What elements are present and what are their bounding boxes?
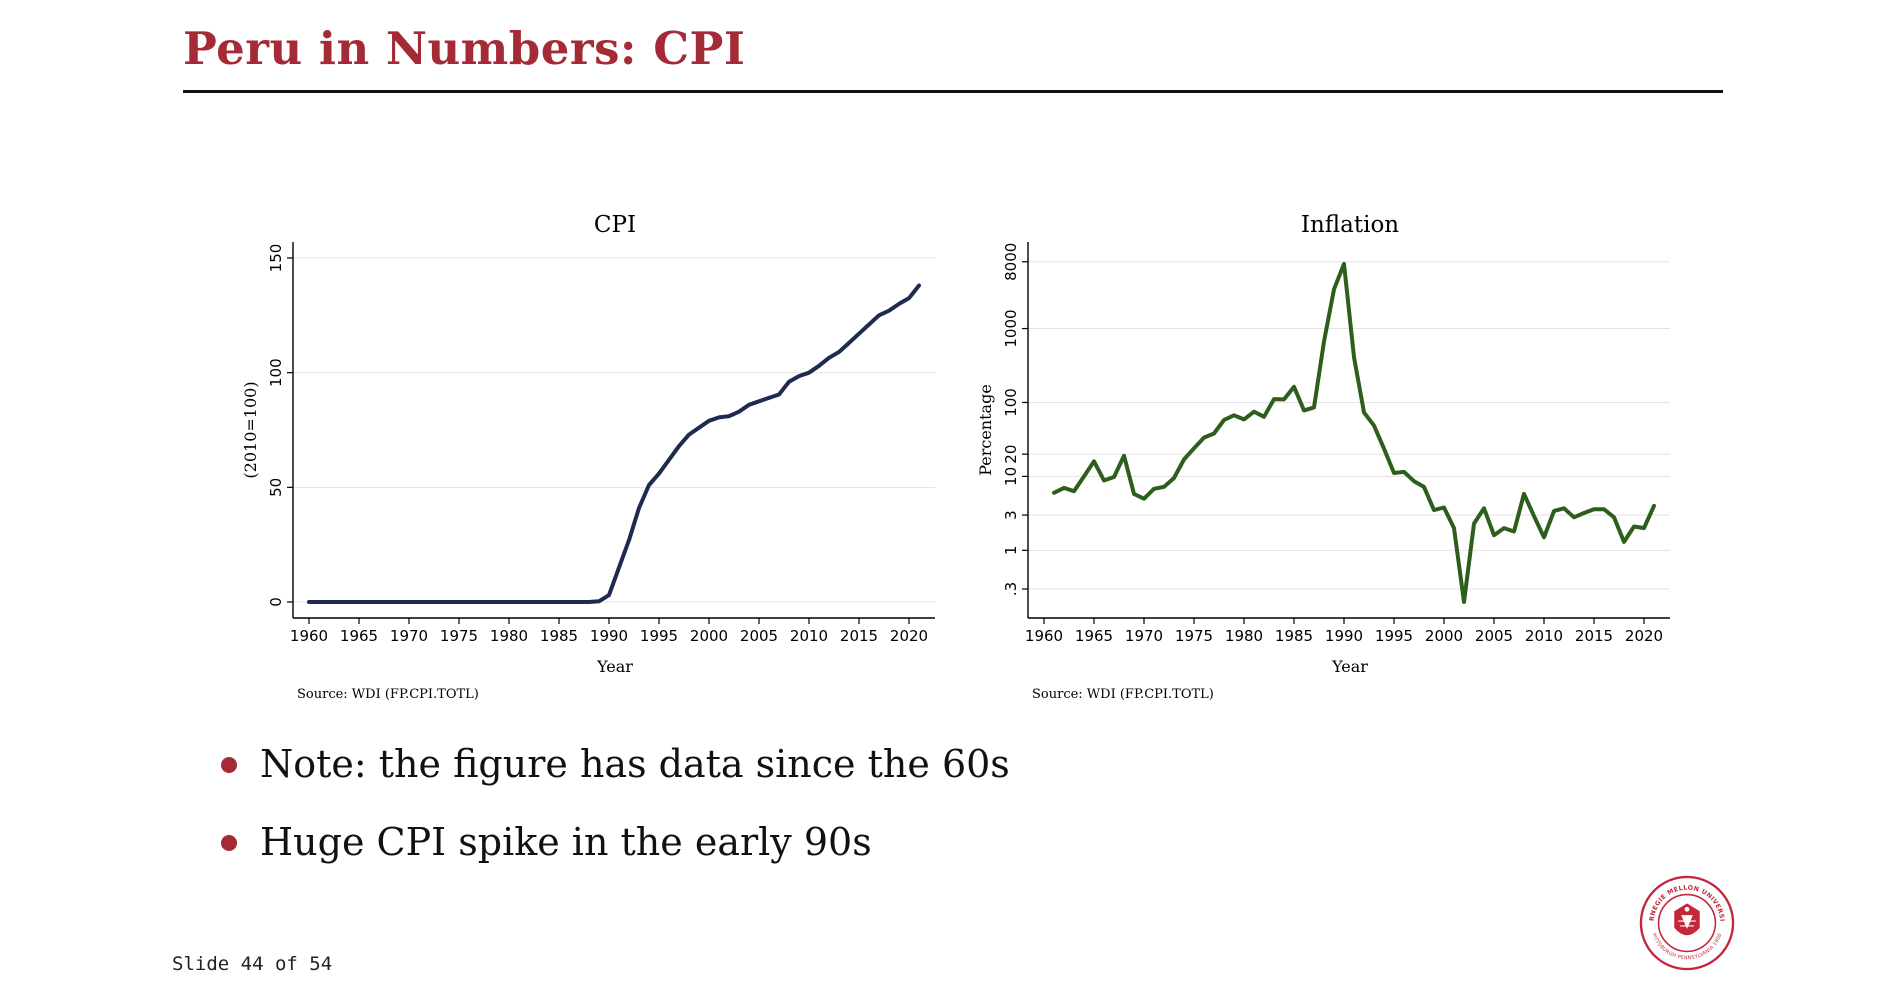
cpi-x-tick-label: 2020 [890, 627, 928, 645]
inflation-y-tick-label: 10 [1002, 467, 1020, 486]
slide-title: Peru in Numbers: CPI [183, 22, 746, 75]
inflation-x-tick-label: 1985 [1275, 627, 1313, 645]
bullet-list: Note: the figure has data since the 60s … [215, 725, 1010, 881]
cpi-x-tick-label: 1970 [390, 627, 428, 645]
cpi-x-tick-label: 1980 [490, 627, 528, 645]
cpi-x-tick-label: 1975 [440, 627, 478, 645]
inflation-y-axis-label: Percentage [976, 384, 995, 476]
cpi-x-tick-label: 2005 [740, 627, 778, 645]
inflation-y-tick-label: 3 [1002, 510, 1020, 520]
cpi-x-tick-label: 1990 [590, 627, 628, 645]
cpi-ticks: 0 50 100 150 1960 1965 1970 1975 1980 1985 1990 199… [267, 244, 928, 645]
cpi-y-tick-label: 150 [267, 244, 285, 273]
cpi-x-tick-label: 2010 [790, 627, 828, 645]
cpi-y-axis-label: (2010=100) [241, 381, 260, 478]
inflation-x-tick-label: 1965 [1075, 627, 1113, 645]
inflation-ticks: .3 1 3 10 20 100 1000 8000 1960 1965 1970 1975 1980 1… [1002, 243, 1663, 645]
bullet-text: Huge CPI spike in the early 90s [260, 820, 872, 864]
bullet-text: Note: the figure has data since the 60s [260, 742, 1010, 786]
cpi-x-tick-label: 1960 [290, 627, 328, 645]
cpi-chart: 0 50 100 150 1960 1965 1970 1975 1980 1985 1990 199… [241, 212, 935, 700]
inflation-x-axis-label: Year [1331, 657, 1368, 676]
carnegie-mellon-seal-icon: CARNEGIE MELLON UNIVERSITY PITTSBURGH PE… [1638, 874, 1735, 971]
inflation-y-tick-label: .3 [1002, 582, 1020, 596]
inflation-x-tick-label: 1970 [1125, 627, 1163, 645]
inflation-x-tick-label: 1995 [1375, 627, 1413, 645]
inflation-series-line [1052, 261, 1656, 604]
cpi-grid [293, 257, 935, 603]
cpi-x-tick-label: 1985 [540, 627, 578, 645]
inflation-chart: .3 1 3 10 20 100 1000 8000 1960 1965 1970 1975 1980 1… [976, 212, 1670, 700]
cpi-series-line [307, 283, 921, 604]
inflation-source-note: Source: WDI (FP.CPI.TOTL) [1032, 687, 1214, 700]
inflation-y-tick-label: 1 [1002, 546, 1020, 556]
cpi-chart-title: CPI [594, 212, 636, 238]
bullet-dot-icon [221, 835, 237, 851]
inflation-chart-title: Inflation [1301, 212, 1399, 238]
inflation-x-tick-label: 1975 [1175, 627, 1213, 645]
inflation-x-tick-label: 2010 [1525, 627, 1563, 645]
inflation-y-tick-label: 100 [1002, 388, 1020, 417]
cpi-x-tick-label: 2015 [840, 627, 878, 645]
inflation-x-tick-label: 2020 [1625, 627, 1663, 645]
inflation-x-tick-label: 2015 [1575, 627, 1613, 645]
inflation-y-tick-label: 1000 [1002, 309, 1020, 347]
cpi-x-tick-label: 2000 [690, 627, 728, 645]
cpi-y-tick-label: 0 [267, 597, 285, 607]
inflation-y-tick-label: 8000 [1002, 243, 1020, 281]
inflation-x-tick-label: 1960 [1025, 627, 1063, 645]
bullet-item: Huge CPI spike in the early 90s [215, 803, 1010, 881]
bullet-item: Note: the figure has data since the 60s [215, 725, 1010, 803]
cpi-x-axis-label: Year [596, 657, 633, 676]
cpi-x-tick-label: 1995 [640, 627, 678, 645]
inflation-y-tick-label: 20 [1002, 445, 1020, 464]
inflation-x-tick-label: 1980 [1225, 627, 1263, 645]
cpi-source-note: Source: WDI (FP.CPI.TOTL) [297, 687, 479, 700]
inflation-x-tick-label: 2000 [1425, 627, 1463, 645]
inflation-x-tick-label: 1990 [1325, 627, 1363, 645]
inflation-x-tick-label: 2005 [1475, 627, 1513, 645]
slide-counter: Slide 44 of 54 [172, 953, 333, 975]
cpi-y-tick-label: 50 [267, 478, 285, 497]
cpi-x-tick-label: 1965 [340, 627, 378, 645]
bullet-dot-icon [221, 757, 237, 773]
title-rule [183, 90, 1723, 93]
cpi-y-tick-label: 100 [267, 358, 285, 387]
